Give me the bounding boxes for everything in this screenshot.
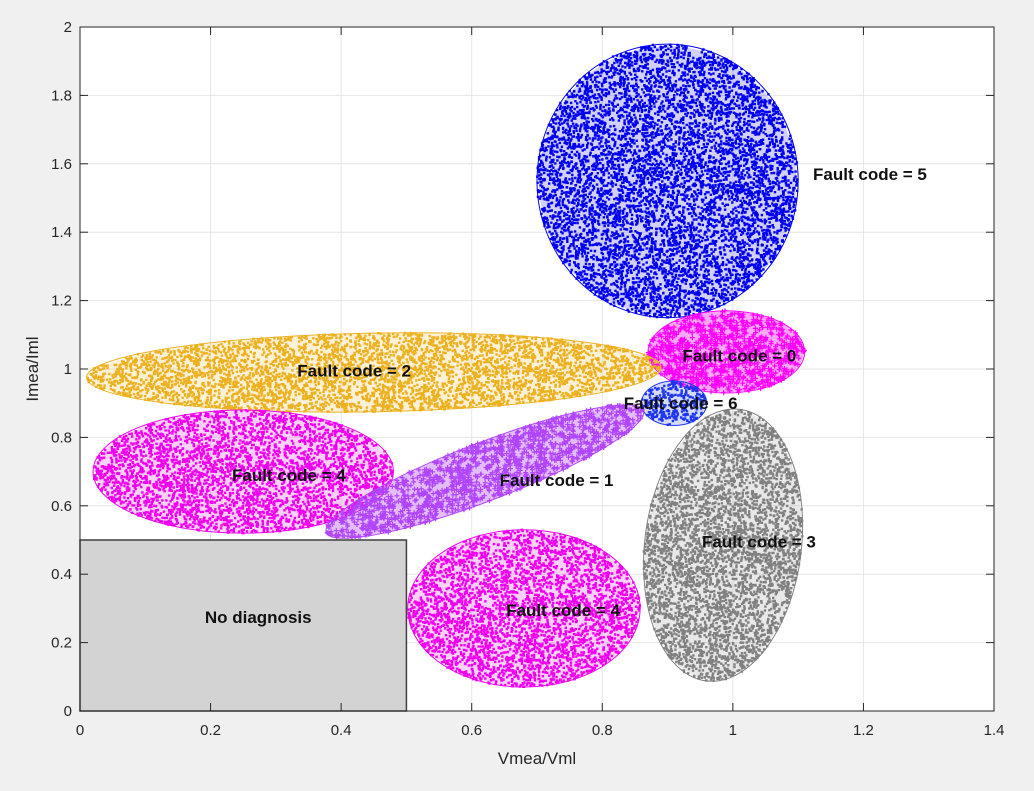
region-boundary <box>536 43 799 319</box>
y-tick-label: 0.6 <box>51 498 72 515</box>
region-boundary <box>643 408 804 682</box>
label-fault-code-0-1: Fault code = 0 <box>682 346 796 365</box>
x-tick-label: 0.8 <box>592 722 613 739</box>
ticks <box>79 26 995 712</box>
x-tick-label: 1 <box>729 722 737 739</box>
x-tick-label: 0 <box>76 722 84 739</box>
x-tick-labels: 0 0.2 0.4 0.6 0.8 1 1.2 1.4 <box>76 722 1005 739</box>
region-fault-code-4-7 <box>407 528 641 688</box>
region-points <box>642 409 804 682</box>
fault-regions <box>86 43 807 688</box>
y-axis-title: Imea/Iml <box>23 336 42 401</box>
label-fault-code-5-0: Fault code = 5 <box>813 165 927 184</box>
region-fault-code-4-4 <box>92 409 394 535</box>
region-fault-code-5-0 <box>536 43 799 319</box>
region-points <box>86 331 661 413</box>
x-tick-label: 1.4 <box>984 722 1005 739</box>
x-axis-title: Vmea/Vml <box>498 749 576 768</box>
label-fault-code-2-2: Fault code = 2 <box>297 362 411 381</box>
region-labels: Fault code = 5 Fault code = 0 Fault code =… <box>205 165 927 627</box>
y-tick-label: 0 <box>64 703 72 720</box>
region-points <box>324 402 645 540</box>
y-tick-label: 0.4 <box>51 566 72 583</box>
region-fault-code-3-6 <box>642 408 804 682</box>
label-fault-code-3-6: Fault code = 3 <box>702 533 816 552</box>
no-diagnosis-region <box>79 539 408 712</box>
region-fault-code-6-3 <box>640 379 708 426</box>
y-tick-label: 0.2 <box>51 635 72 652</box>
label-fault-code-1-5: Fault code = 1 <box>500 471 614 490</box>
y-tick-label: 1.8 <box>51 87 72 104</box>
x-tick-label: 0.2 <box>200 722 221 739</box>
region-fault-code-0-1 <box>645 308 807 396</box>
y-tick-label: 2 <box>64 19 72 36</box>
y-tick-label: 1.4 <box>51 224 72 241</box>
x-tick-label: 1.2 <box>853 722 874 739</box>
region-points <box>645 308 807 396</box>
region-points <box>93 409 394 535</box>
y-tick-label: 1 <box>64 361 72 378</box>
region-boundary <box>647 310 806 394</box>
label-fault-code-4-4: Fault code = 4 <box>232 466 346 485</box>
no-diagnosis-box <box>79 539 408 712</box>
region-boundary <box>325 404 645 539</box>
label-fault-code-4-7: Fault code = 4 <box>506 601 620 620</box>
region-boundary <box>407 529 641 688</box>
region-boundary <box>640 380 708 426</box>
y-tick-label: 0.8 <box>51 429 72 446</box>
x-tick-label: 0.4 <box>331 722 352 739</box>
label-no-diagnosis: No diagnosis <box>205 608 312 627</box>
y-tick-labels: 0 0.2 0.4 0.6 0.8 1 1.2 1.4 1.6 1.8 2 <box>51 19 72 720</box>
region-boundary <box>92 409 394 534</box>
region-fault-code-2-2 <box>86 331 662 413</box>
y-tick-label: 1.6 <box>51 156 72 173</box>
region-fault-code-1-5 <box>324 402 645 540</box>
y-tick-label: 1.2 <box>51 293 72 310</box>
label-fault-code-6-3: Fault code = 6 <box>624 394 738 413</box>
region-points <box>407 528 641 688</box>
region-points <box>640 379 708 426</box>
region-boundary <box>86 332 662 413</box>
x-tick-label: 0.6 <box>461 722 482 739</box>
